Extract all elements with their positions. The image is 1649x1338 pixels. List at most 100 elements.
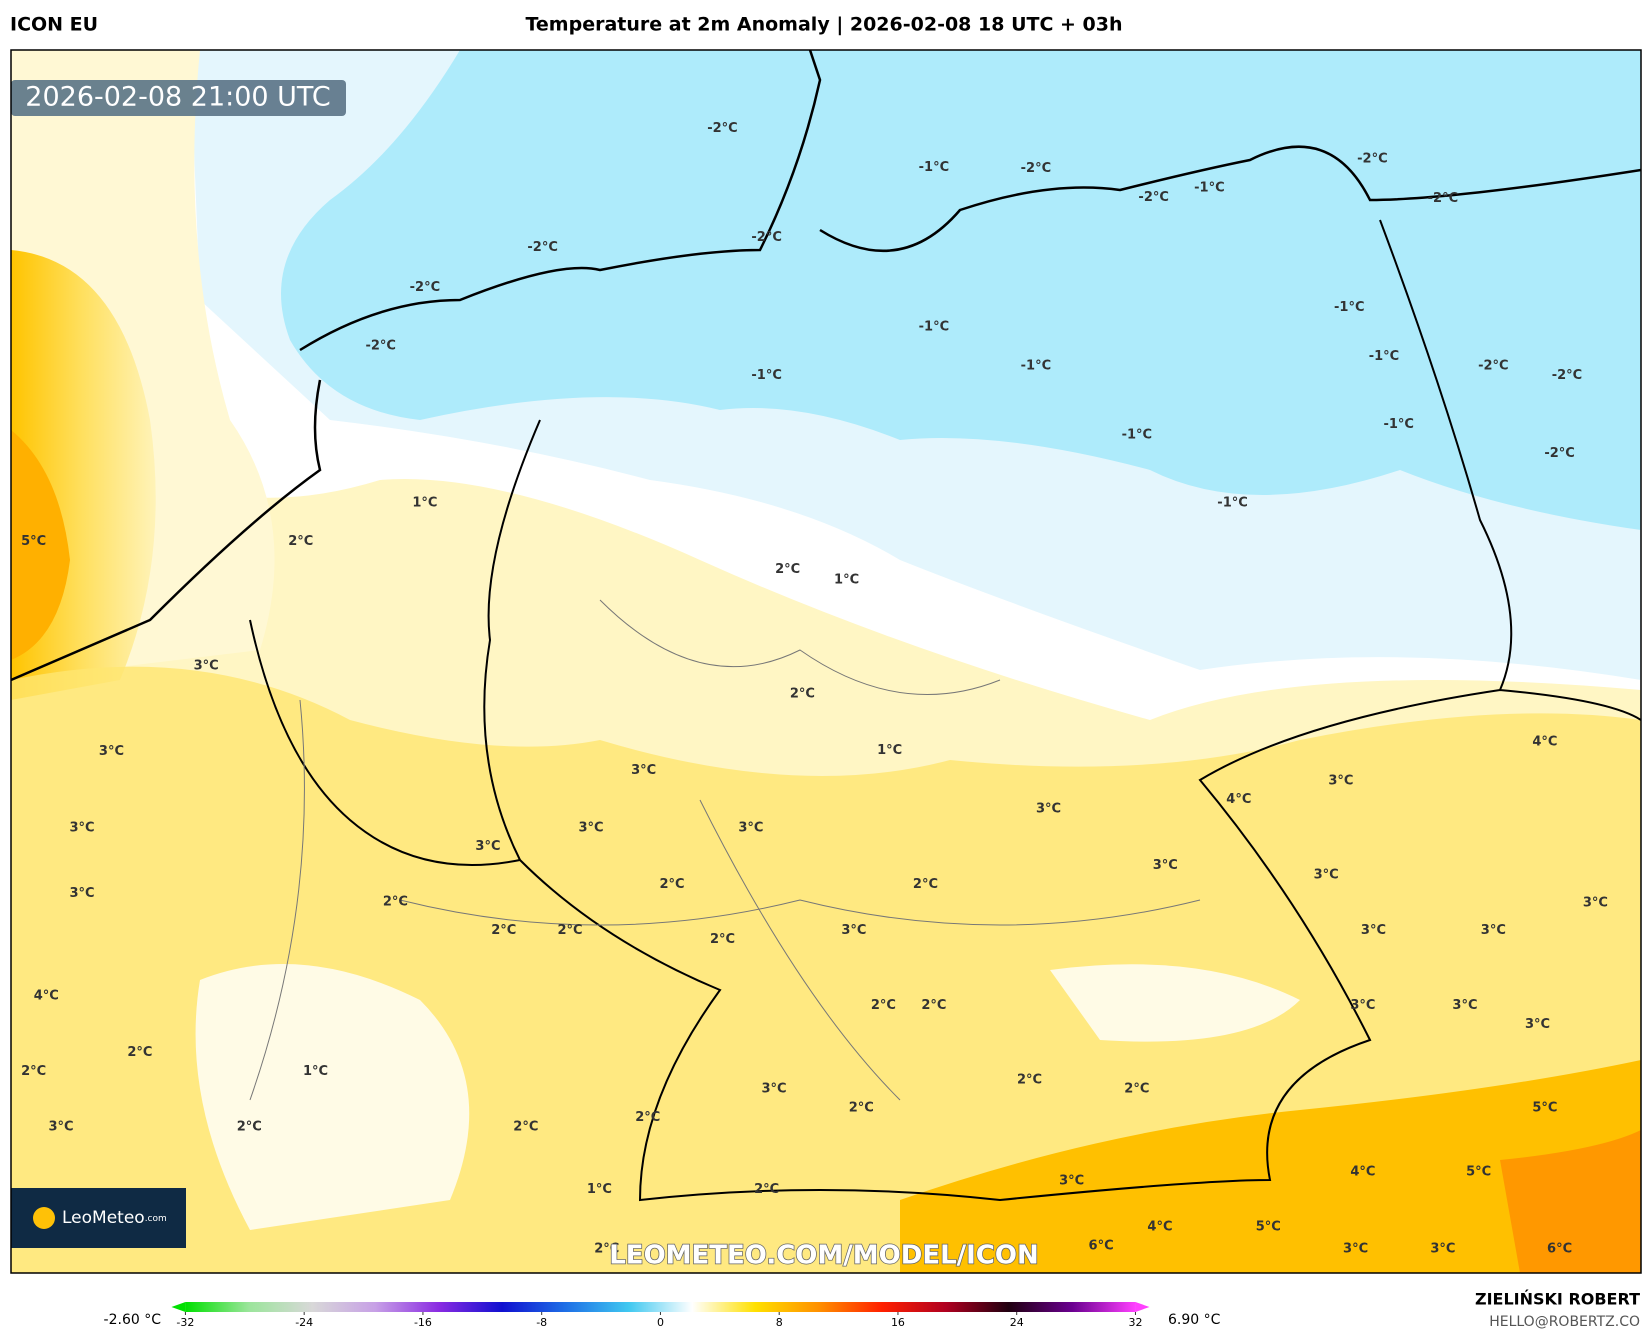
map-label: -2°C [1478, 358, 1508, 373]
regional-borders [249, 599, 1201, 1101]
map-label: -1°C [1122, 427, 1152, 442]
map-label: 1°C [834, 573, 859, 588]
map-label: 6°C [1547, 1242, 1572, 1257]
map-label: -2°C [707, 121, 737, 136]
map-label: 3°C [69, 820, 94, 835]
map-label: 3°C [578, 820, 603, 835]
map-label: -2°C [1021, 161, 1051, 176]
map-label: 5°C [1256, 1220, 1281, 1235]
map-label: 2°C [1124, 1082, 1149, 1097]
colorbar: -32 -24 -16 -8 0 8 16 24 32 [171, 1302, 1150, 1329]
chart-title: Temperature at 2m Anomaly | 2026-02-08 1… [525, 14, 1122, 36]
map-label: 4°C [34, 989, 59, 1004]
map-label: 3°C [1314, 867, 1339, 882]
colorbar-tick-label: -24 [295, 1316, 313, 1329]
logo-sun [33, 1207, 55, 1229]
colorbar-tick-label: -8 [536, 1316, 547, 1329]
map-label: 3°C [1430, 1242, 1455, 1257]
map-label: 2°C [1017, 1072, 1042, 1087]
colorbar-tick-label: 32 [1128, 1316, 1142, 1329]
map-label: -1°C [1383, 417, 1413, 432]
map-label: 2°C [635, 1110, 660, 1125]
map-label: -1°C [1194, 181, 1224, 196]
map-label: 3°C [1328, 773, 1353, 788]
map-label: 2°C [659, 877, 684, 892]
map-label: -2°C [1357, 151, 1387, 166]
map-label: 4°C [1350, 1164, 1375, 1179]
map-label: 1°C [303, 1064, 328, 1079]
map-label: 4°C [1532, 735, 1557, 750]
map-label: 3°C [1525, 1017, 1550, 1032]
map-label: 3°C [1153, 858, 1178, 873]
map-label: -2°C [365, 338, 395, 353]
warm-hotspot [1500, 1130, 1641, 1273]
map-label: 1°C [587, 1182, 612, 1197]
map-label: 3°C [48, 1119, 73, 1134]
logo-domain: .com [145, 1214, 167, 1224]
map-label: 5°C [1466, 1164, 1491, 1179]
colorbar-tick-label: 24 [1010, 1316, 1024, 1329]
map-label: -1°C [751, 368, 781, 383]
map-label: 3°C [475, 839, 500, 854]
email: HELLO@ROBERTZ.CO [1489, 1314, 1640, 1330]
map-label: 3°C [1350, 998, 1375, 1013]
map-label: 2°C [237, 1119, 262, 1134]
map-label: 3°C [1343, 1242, 1368, 1257]
map-label: -1°C [919, 160, 949, 175]
map-label: 3°C [99, 744, 124, 759]
logo-text: LeoMeteo.com [62, 1208, 167, 1228]
colorbar-min: -2.60 °C [104, 1312, 162, 1328]
map-label: -2°C [1428, 191, 1458, 206]
timestamp-box [11, 80, 346, 116]
map-label: 2°C [557, 923, 582, 938]
neutral-patch [195, 964, 470, 1230]
author: ZIELIŃSKI ROBERT [1475, 1290, 1640, 1309]
map-label: 4°C [1147, 1220, 1172, 1235]
warm-core [11, 430, 70, 660]
map-label: 2°C [288, 534, 313, 549]
map-label: 4°C [1226, 792, 1251, 807]
map-label: -1°C [1217, 495, 1247, 510]
colorbar-arrow-left [171, 1302, 186, 1312]
cold-zone [281, 50, 1641, 530]
map-label: 3°C [1059, 1174, 1084, 1189]
map-label: 2°C [849, 1101, 874, 1116]
coastline [11, 50, 1641, 682]
map-label: 2°C [913, 877, 938, 892]
map-label: 2°C [513, 1119, 538, 1134]
map-label: -2°C [527, 240, 557, 255]
map-label: 3°C [1452, 998, 1477, 1013]
map-label: 3°C [761, 1082, 786, 1097]
colorbar-arrow-right [1135, 1302, 1150, 1312]
map-labels: -2°C -1°C -2°C -2°C -1°C -2°C -2°C -2°C -2°C -2°C… [21, 121, 1608, 1257]
map-label: 5°C [1532, 1101, 1557, 1116]
colorbar-max: 6.90 °C [1168, 1312, 1221, 1328]
map-label: 3°C [631, 763, 656, 778]
warm-south [900, 1060, 1641, 1273]
map-label: 2°C [21, 1064, 46, 1079]
map-label: 3°C [1583, 896, 1608, 911]
colorbar-tick-label: 8 [776, 1316, 783, 1329]
map-label: 3°C [194, 658, 219, 673]
map-label: 2°C [871, 998, 896, 1013]
map-label: 2°C [790, 687, 815, 702]
map-label: 2°C [921, 998, 946, 1013]
map-label: -2°C [1544, 446, 1574, 461]
map-label: -1°C [919, 320, 949, 335]
map-label: 2°C [383, 895, 408, 910]
map-label: 2°C [775, 562, 800, 577]
map-label: 1°C [877, 743, 902, 758]
map-label: 3°C [1481, 923, 1506, 938]
map-label: -2°C [410, 280, 440, 295]
map-label: -1°C [1369, 349, 1399, 364]
neutral-patch [1050, 964, 1300, 1042]
map-label: -1°C [1021, 358, 1051, 373]
borders [249, 219, 1641, 1202]
colorbar-tick-label: 0 [657, 1316, 664, 1329]
map-label: 3°C [1036, 802, 1061, 817]
map-label: -2°C [1552, 368, 1582, 383]
map-frame [10, 49, 1642, 1274]
map-label: 2°C [127, 1045, 152, 1060]
colorbar-tick-label: -16 [414, 1316, 432, 1329]
